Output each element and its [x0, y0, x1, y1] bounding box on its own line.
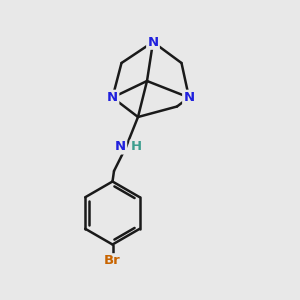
Text: N: N: [147, 35, 159, 49]
Text: N: N: [115, 140, 126, 154]
Text: N: N: [107, 91, 118, 104]
Text: Br: Br: [104, 254, 121, 268]
Text: N: N: [183, 91, 195, 104]
Text: H: H: [130, 140, 142, 154]
